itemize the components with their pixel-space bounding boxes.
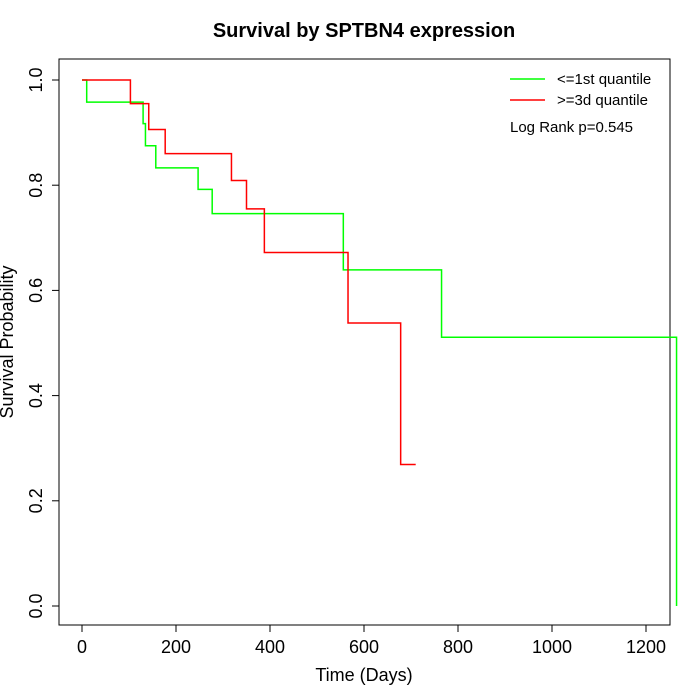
- y-tick-label: 0.2: [26, 488, 46, 513]
- log-rank-annotation: Log Rank p=0.545: [510, 119, 633, 136]
- y-tick-label: 0.4: [26, 383, 46, 408]
- x-axis-label: Time (Days): [315, 665, 412, 685]
- x-axis: 0 200 400 600 800 1000 1200: [77, 624, 666, 657]
- plot-frame: [58, 58, 671, 626]
- series-layer: [82, 79, 678, 606]
- x-tick-label: 0: [77, 637, 87, 657]
- chart-title: Survival by SPTBN4 expression: [213, 20, 515, 42]
- x-tick-label: 1000: [532, 637, 572, 657]
- series-line-1: [82, 79, 678, 606]
- y-tick-label: 1.0: [26, 67, 46, 92]
- series-line-2: [82, 79, 416, 466]
- x-tick-label: 800: [443, 637, 473, 657]
- y-axis-label: Survival Probability: [0, 265, 17, 418]
- y-tick-label: 0.6: [26, 278, 46, 303]
- legend: <=1st quantile >=3d quantile: [510, 71, 651, 109]
- y-axis: 0.0 0.2 0.4 0.6 0.8 1.0: [26, 67, 60, 619]
- x-tick-label: 200: [161, 637, 191, 657]
- x-tick-label: 1200: [626, 637, 666, 657]
- x-tick-label: 400: [255, 637, 285, 657]
- y-tick-label: 0.0: [26, 593, 46, 618]
- legend-label: >=3d quantile: [557, 92, 648, 109]
- y-tick-label: 0.8: [26, 173, 46, 198]
- legend-label: <=1st quantile: [557, 71, 651, 88]
- x-tick-label: 600: [349, 637, 379, 657]
